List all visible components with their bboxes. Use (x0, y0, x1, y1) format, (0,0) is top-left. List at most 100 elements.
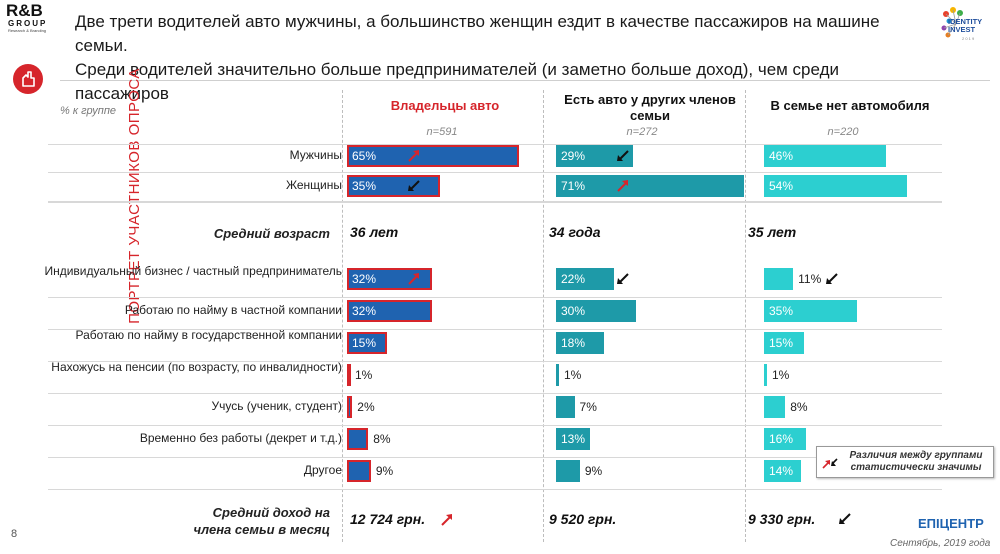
bar (764, 145, 886, 167)
col-header-owners: Владельцы авто (390, 98, 500, 113)
row-label: Учусь (ученик, студент) (211, 399, 342, 413)
rb-logo-group: GROUP (8, 19, 48, 28)
income-label: Средний доход на члена семьи в месяц (130, 504, 330, 538)
row-label: Другое (303, 463, 342, 477)
row-label: Женщины (285, 178, 342, 192)
bar-value-label: 11% (798, 272, 822, 286)
bar (347, 268, 432, 290)
bar-value-label: 1% (772, 368, 790, 382)
identity-invest-logo: IDENTITY INVEST 2 0 1 9 (936, 4, 994, 52)
bar (556, 460, 580, 482)
headline-line-1: Две трети водителей авто мужчины, а боль… (75, 12, 880, 55)
bar (556, 145, 633, 167)
bar (764, 364, 767, 386)
bar-value-label: 7% (579, 400, 597, 414)
bar (556, 300, 636, 322)
arrow-up-icon (441, 514, 452, 526)
bar (764, 332, 804, 354)
hand-pointer-glyph (22, 71, 35, 87)
legend-line-2: статистически значимы (850, 462, 982, 473)
bar-value-label: 32% (352, 304, 377, 318)
bar-value-label: 8% (373, 432, 391, 446)
row-separator (48, 329, 942, 330)
row-separator (48, 393, 942, 394)
avg-age-label: Средний возраст (213, 226, 330, 241)
legend-text: Различия между группами статистически зн… (841, 450, 991, 474)
row-separator (48, 425, 942, 426)
column-divider (745, 90, 746, 542)
avg-age-owners: 36 лет (350, 224, 399, 240)
row-separator (48, 202, 942, 203)
bar-value-label: 30% (561, 304, 586, 318)
bar (556, 332, 604, 354)
arrow-down-icon (617, 150, 629, 161)
header-divider (60, 80, 990, 81)
income-label-line-1: Средний доход на (212, 505, 330, 520)
bar (556, 175, 745, 197)
page-number: 8 (11, 528, 18, 540)
bar (347, 332, 387, 354)
column-divider (342, 90, 343, 542)
bar (764, 396, 786, 418)
bar (764, 460, 802, 482)
row-label: Временно без работы (декрет и т.д.) (139, 431, 342, 445)
bar-value-label: 13% (561, 432, 586, 446)
avg-age-nocar: 35 лет (748, 224, 797, 240)
rb-group-logo: R&B GROUP Research & Branding (6, 2, 66, 34)
row-separator (48, 172, 942, 173)
bar-value-label: 71% (561, 179, 586, 193)
bar (347, 364, 351, 386)
section-separator (48, 201, 942, 202)
bar-value-label: 9% (375, 464, 394, 478)
bar-value-label: 46% (769, 149, 794, 163)
bar (764, 268, 794, 290)
income-label-line-2: члена семьи в месяц (193, 522, 330, 537)
bar-value-label: 1% (564, 368, 582, 382)
avg-age-family: 34 года (549, 224, 601, 240)
bar-value-label: 9% (584, 464, 603, 478)
bar (347, 460, 371, 482)
significance-legend: Различия между группами статистически зн… (816, 446, 994, 478)
income-owners: 12 724 грн. (350, 511, 426, 527)
percent-of-group-label: % к группе (60, 105, 116, 117)
bar (347, 396, 353, 418)
bar-value-label: 1% (355, 368, 373, 382)
significance-arrows-icon (822, 458, 838, 469)
arrow-down-icon (826, 273, 838, 284)
arrow-up-icon (617, 180, 628, 192)
bar-value-label: 15% (769, 336, 794, 350)
arrow-down-icon (617, 273, 629, 284)
bar (556, 428, 591, 450)
bar (764, 300, 857, 322)
rb-logo-subtitle: Research & Branding (8, 28, 47, 33)
arrow-up-icon (408, 150, 419, 162)
col-n-family: n=272 (626, 126, 658, 138)
bar (556, 396, 575, 418)
bar-value-label: 29% (561, 149, 586, 163)
bar (764, 175, 908, 197)
identity-invest-emblem-icon (941, 7, 963, 38)
section-separator (48, 144, 942, 145)
bar-value-label: 22% (561, 272, 586, 286)
epicentr-logo: ЕПІЦЕНТР (918, 516, 984, 531)
col-header-family: Есть авто у других членов семьи (564, 92, 736, 123)
row-separator (48, 489, 942, 490)
bar (764, 428, 807, 450)
slide-headline: Две трети водителей авто мужчины, а боль… (75, 10, 925, 106)
income-nocar: 9 330 грн. (748, 511, 816, 527)
bar-value-label: 18% (561, 336, 586, 350)
arrow-down-icon (408, 180, 420, 191)
bar-value-label: 32% (352, 272, 377, 286)
bar-value-label: 54% (769, 179, 794, 193)
row-separator (48, 297, 942, 298)
row-label: Нахожусь на пенсии (по возрасту, по инва… (51, 360, 342, 374)
row-label: Индивидуальный бизнес / частный предприн… (44, 264, 342, 278)
arrow-down-icon (839, 513, 851, 524)
bar (556, 268, 615, 290)
bar-value-label: 14% (769, 464, 794, 478)
bar-value-label: 35% (769, 304, 794, 318)
hand-pointer-icon (13, 64, 43, 94)
col-n-owners: n=591 (426, 126, 458, 138)
rb-logo-mark: R&B (6, 1, 43, 20)
row-label: Работаю по найму в государственной компа… (75, 328, 343, 342)
